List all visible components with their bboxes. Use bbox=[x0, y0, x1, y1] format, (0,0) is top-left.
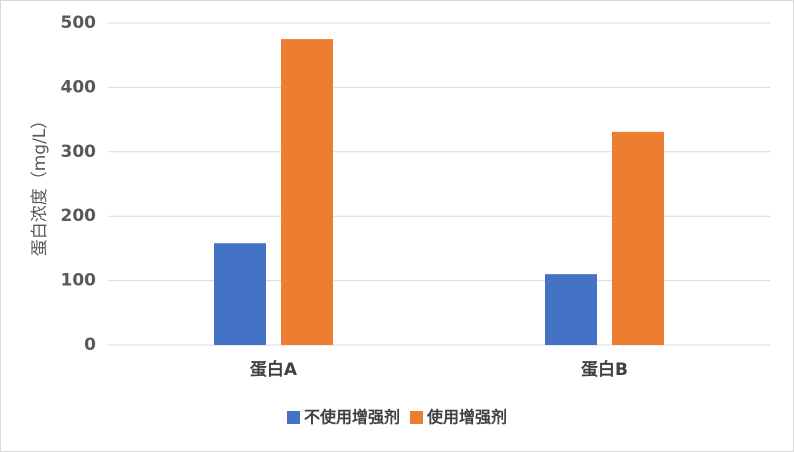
bar bbox=[612, 131, 664, 345]
legend-label: 不使用增强剂 bbox=[304, 408, 400, 427]
legend-swatch bbox=[286, 411, 300, 424]
legend-label: 使用增强剂 bbox=[426, 408, 507, 427]
legend-swatch bbox=[410, 411, 423, 424]
bar bbox=[545, 274, 597, 345]
y-tick-label: 400 bbox=[61, 77, 97, 97]
x-tick-label: 蛋白A bbox=[250, 359, 298, 380]
y-axis-title: 蛋白浓度（mg/L） bbox=[30, 112, 50, 257]
y-tick-label: 500 bbox=[61, 13, 97, 33]
y-tick-label: 0 bbox=[84, 335, 96, 355]
y-tick-label: 100 bbox=[61, 271, 97, 291]
y-tick-label: 300 bbox=[61, 142, 97, 162]
bar bbox=[281, 39, 333, 345]
bar bbox=[214, 243, 266, 345]
y-tick-label: 200 bbox=[61, 206, 97, 226]
x-tick-label: 蛋白B bbox=[581, 359, 628, 380]
